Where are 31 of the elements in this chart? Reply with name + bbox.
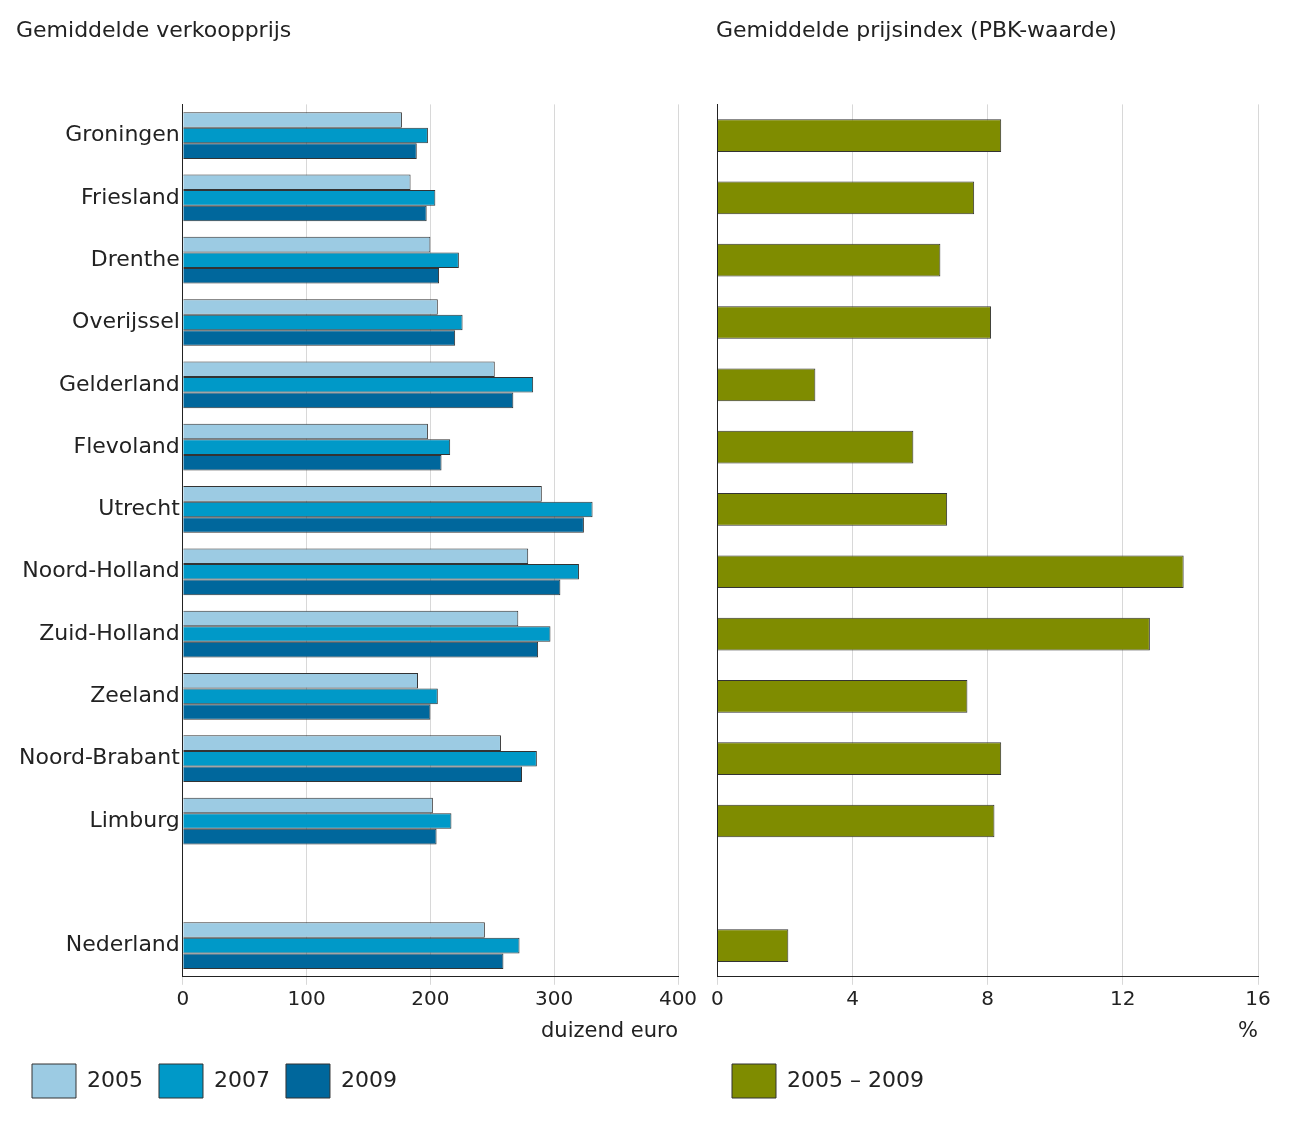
y-tick-label: Groningen	[65, 121, 180, 147]
x-tick-label: 0	[176, 986, 190, 1010]
legend-label: 2005 – 2009	[787, 1066, 924, 1092]
y-tick-label: Gelderland	[59, 370, 180, 396]
y-tick-label: Drenthe	[90, 245, 180, 271]
x-tick-label: 0	[711, 986, 724, 1010]
y-tick-label: Friesland	[81, 183, 180, 209]
y-tick-label: Overijssel	[72, 308, 180, 334]
y-tick-label: Noord-Holland	[22, 557, 180, 583]
x-tick-label: 4	[846, 986, 859, 1010]
y-tick-label: Zuid-Holland	[39, 619, 180, 645]
y-tick-label: Noord-Brabant	[18, 744, 181, 770]
x-tick-label: 12	[1110, 986, 1136, 1010]
x-tick-label: 200	[411, 986, 450, 1010]
x-axis-title: %	[1238, 1017, 1258, 1042]
y-tick-label: Flevoland	[73, 432, 180, 458]
x-tick-label: 8	[981, 986, 995, 1010]
x-tick-label: 100	[287, 986, 326, 1010]
x-axis-title: duizend euro	[541, 1017, 678, 1042]
y-tick-label: Limburg	[89, 806, 180, 832]
legend-label: 2005	[87, 1066, 143, 1092]
legend-label: 2007	[213, 1066, 270, 1092]
x-tick-label: 16	[1245, 986, 1271, 1010]
x-tick-label: 300	[535, 986, 574, 1010]
x-tick-label: 400	[658, 986, 698, 1010]
chart-title: Gemiddelde prijsindex (PBK-waarde)	[716, 16, 1117, 42]
y-tick-label: Nederland	[65, 931, 180, 957]
legend-label: 2009	[340, 1066, 397, 1092]
y-tick-label: Zeeland	[90, 682, 180, 708]
y-tick-label: Utrecht	[98, 495, 181, 521]
chart-title: Gemiddelde verkoopprijs	[16, 16, 292, 42]
